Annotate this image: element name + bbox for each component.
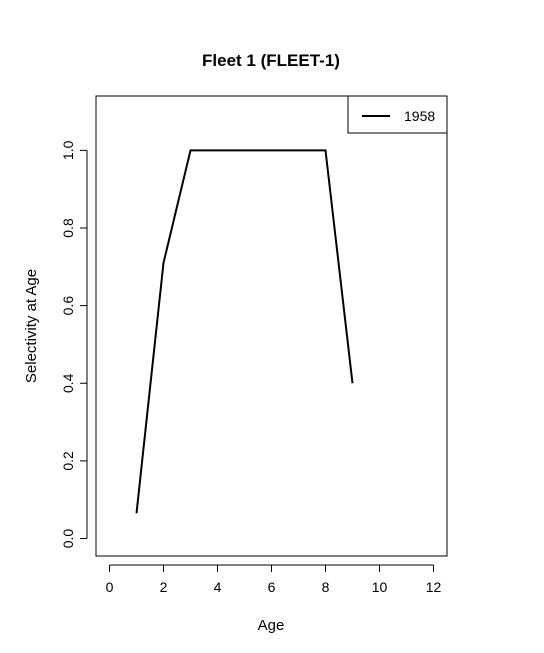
y-tick-label: 0.2	[60, 451, 76, 471]
x-tick-label: 6	[268, 579, 276, 595]
plot-frame	[95, 95, 448, 557]
x-tick-label: 0	[106, 579, 114, 595]
x-axis: 0 2 4 6 8 10 12	[106, 564, 442, 595]
y-tick-label: 0.8	[60, 218, 76, 238]
y-tick-label: 0.0	[60, 529, 76, 549]
chart-title: Fleet 1 (FLEET-1)	[202, 51, 340, 70]
legend-label-1958: 1958	[404, 108, 435, 124]
series-layer	[135, 149, 354, 514]
x-tick-label: 8	[322, 579, 330, 595]
x-tick-label: 4	[214, 579, 222, 595]
legend-box	[347, 95, 448, 134]
series-line-1958	[135, 149, 354, 514]
y-axis-label: Selectivity at Age	[23, 269, 40, 383]
x-tick-label: 10	[372, 579, 388, 595]
y-tick-label: 0.4	[60, 373, 76, 393]
x-tick-label: 2	[160, 579, 168, 595]
x-tick-label: 12	[426, 579, 442, 595]
y-tick-label: 1.0	[60, 140, 76, 160]
x-axis-label: Age	[258, 617, 285, 634]
legend: 1958	[347, 95, 448, 134]
y-axis: 0.0 0.2 0.4 0.6 0.8 1.0	[60, 140, 88, 549]
y-tick-label: 0.6	[60, 296, 76, 316]
